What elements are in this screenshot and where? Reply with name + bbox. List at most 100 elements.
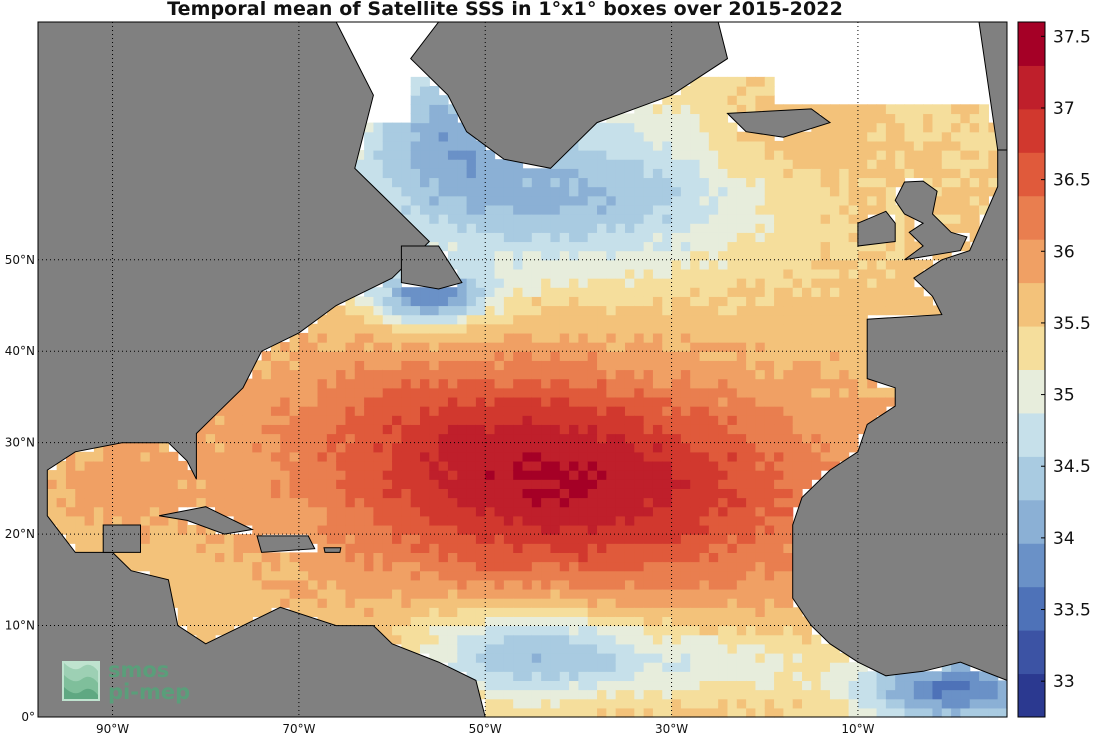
sss-cell — [326, 460, 337, 471]
sss-cell — [522, 424, 533, 435]
sss-cell — [196, 488, 207, 499]
sss-cell — [392, 186, 402, 197]
sss-cell — [242, 570, 253, 581]
sss-cell — [112, 515, 123, 526]
sss-cell — [252, 598, 263, 608]
sss-cell — [447, 652, 458, 663]
sss-cell — [522, 296, 533, 307]
sss-cell — [522, 323, 533, 334]
sss-cell — [261, 442, 272, 453]
sss-cell — [457, 479, 468, 489]
sss-cell — [270, 442, 281, 453]
sss-cell — [336, 552, 347, 563]
sss-cell — [457, 616, 468, 627]
sss-cell — [215, 616, 225, 627]
sss-cell — [177, 598, 188, 608]
sss-cell — [252, 534, 263, 544]
sss-cell — [494, 278, 505, 288]
sss-cell — [438, 122, 449, 133]
sss-cell — [242, 378, 253, 389]
sss-cell — [317, 342, 328, 352]
sss-cell — [280, 588, 291, 599]
sss-cell — [503, 543, 514, 553]
sss-cell — [447, 588, 458, 599]
sss-cell — [75, 479, 86, 489]
sss-cell — [242, 479, 253, 489]
sss-cell — [401, 332, 412, 343]
sss-cell — [559, 497, 570, 508]
sss-cell — [392, 543, 402, 553]
sss-cell — [447, 369, 458, 380]
sss-cell — [485, 442, 496, 453]
sss-cell — [457, 159, 468, 169]
colorbar-tick-label: 35.5 — [1053, 314, 1091, 334]
sss-cell — [215, 598, 225, 608]
sss-cell — [429, 652, 440, 663]
sss-cell — [401, 552, 412, 563]
sss-cell — [65, 479, 76, 489]
sss-cell — [215, 588, 225, 599]
sss-cell — [373, 561, 384, 572]
sss-cell — [410, 643, 421, 654]
sss-cell — [457, 534, 468, 544]
sss-cell — [503, 378, 514, 389]
sss-cell — [392, 506, 402, 517]
sss-cell — [65, 488, 76, 499]
colorbar-block — [1018, 586, 1045, 631]
sss-cell — [308, 479, 319, 489]
sss-cell — [65, 451, 76, 462]
sss-cell — [168, 588, 179, 599]
sss-cell — [447, 524, 458, 535]
sss-cell — [401, 186, 412, 197]
sss-cell — [168, 488, 179, 499]
sss-cell — [75, 515, 86, 526]
sss-cell — [457, 588, 468, 599]
sss-cell — [336, 369, 347, 380]
sss-cell — [280, 415, 291, 425]
sss-cell — [261, 396, 272, 407]
sss-cell — [280, 433, 291, 444]
sss-cell — [531, 259, 542, 270]
sss-cell — [447, 140, 458, 151]
sss-cell — [420, 332, 430, 343]
sss-cell — [420, 616, 430, 627]
sss-cell — [541, 707, 552, 718]
sss-cell — [475, 396, 486, 407]
sss-cell — [447, 113, 458, 124]
sss-cell — [317, 369, 328, 380]
sss-cell — [364, 588, 375, 599]
sss-cell — [503, 159, 514, 169]
sss-cell — [438, 378, 449, 389]
sss-cell — [550, 497, 561, 508]
sss-cell — [336, 424, 347, 435]
sss-cell — [308, 406, 319, 416]
sss-cell — [410, 351, 421, 361]
sss-cell — [47, 479, 58, 489]
sss-cell — [336, 570, 347, 581]
sss-cell — [354, 598, 365, 608]
sss-cell — [326, 451, 337, 462]
sss-cell — [429, 351, 440, 361]
sss-cell — [466, 479, 477, 489]
sss-cell — [457, 287, 468, 297]
colorbar-tick-label: 34 — [1053, 529, 1075, 549]
sss-cell — [447, 470, 458, 480]
sss-cell — [457, 332, 468, 343]
sss-cell — [466, 314, 477, 325]
sss-cell — [466, 442, 477, 453]
sss-cell — [103, 442, 114, 453]
sss-cell — [503, 460, 514, 471]
sss-cell — [392, 296, 402, 307]
sss-cell — [513, 524, 524, 535]
sss-cell — [233, 607, 244, 617]
sss-cell — [541, 287, 552, 297]
sss-cell — [233, 570, 244, 581]
sss-cell — [438, 579, 449, 590]
sss-cell — [289, 406, 300, 416]
sss-cell — [513, 470, 524, 480]
sss-cell — [475, 662, 486, 672]
sss-cell — [373, 543, 384, 553]
sss-cell — [187, 598, 197, 608]
sss-cell — [401, 470, 412, 480]
